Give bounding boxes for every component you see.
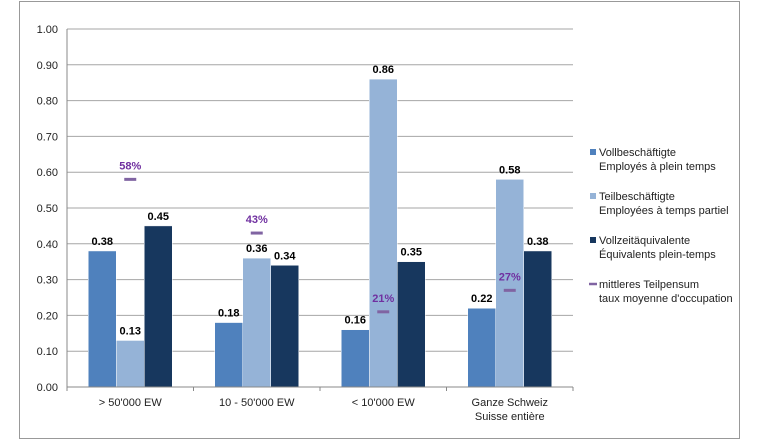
- x-tick-label: > 50'000 EW: [99, 397, 163, 409]
- data-label: 0.13: [120, 325, 141, 337]
- marker-label: 21%: [372, 293, 394, 305]
- data-label: 0.86: [373, 64, 394, 76]
- bar: [397, 261, 426, 388]
- y-axis: 0.00 0.10 0.20 0.30 0.40 0.50 0.60 0.70 0.80 0.90…: [37, 24, 68, 394]
- marker-label: 58%: [119, 160, 141, 172]
- bar: [495, 179, 524, 388]
- x-tick-label: Ganze Schweiz: [472, 397, 548, 409]
- legend-swatch: [590, 237, 596, 243]
- bar: [88, 250, 117, 388]
- y-tick-label: 0.20: [37, 310, 58, 322]
- bar: [214, 322, 243, 388]
- bar: [523, 250, 552, 388]
- bar: [369, 78, 398, 388]
- data-label: 0.38: [527, 236, 548, 248]
- marker-label: 27%: [499, 271, 521, 283]
- legend-label: Employés à plein temps: [599, 161, 716, 173]
- data-label: 0.58: [499, 164, 520, 176]
- marker-label: 43%: [246, 214, 268, 226]
- data-label: 0.38: [92, 236, 113, 248]
- legend-label: mittleres Teilpensum: [599, 279, 699, 291]
- bar: [242, 257, 271, 388]
- y-tick-label: 0.60: [37, 167, 58, 179]
- legend-label: Équivalents plein-temps: [599, 248, 716, 261]
- legend-swatch: [590, 149, 596, 155]
- y-tick-label: 0.10: [37, 346, 58, 358]
- legend-label: taux moyenne d'occupation: [599, 293, 733, 305]
- data-label: 0.35: [401, 247, 422, 259]
- legend: Vollbeschäftigte Employés à plein temps Te…: [589, 147, 733, 305]
- data-label: 0.36: [246, 243, 267, 255]
- x-tick-label: Suisse entière: [475, 411, 545, 423]
- bars: 0.38 0.13 0.45 58% 0.18 0.36 0.34 43% 0.16 0.86 0.…: [88, 64, 552, 388]
- y-tick-label: 0.50: [37, 203, 58, 215]
- legend-swatch: [590, 193, 596, 199]
- y-tick-label: 0.70: [37, 131, 58, 143]
- y-tick-label: 0.00: [37, 382, 58, 394]
- legend-label: Employées à temps partiel: [599, 205, 729, 217]
- bar: [341, 329, 370, 388]
- y-tick-label: 0.90: [37, 60, 58, 72]
- data-label: 0.34: [274, 250, 296, 262]
- y-tick-label: 1.00: [37, 24, 58, 36]
- legend-label: Vollbeschäftigte: [599, 147, 676, 159]
- data-label: 0.16: [345, 315, 366, 327]
- data-label: 0.45: [148, 211, 169, 223]
- data-label: 0.22: [471, 293, 492, 305]
- bar: [116, 340, 145, 388]
- x-axis: > 50'000 EW 10 - 50'000 EW < 10'000 EW Ganz…: [66, 386, 574, 423]
- bar: [467, 307, 496, 388]
- y-tick-label: 0.80: [37, 96, 58, 108]
- y-tick-label: 0.40: [37, 239, 58, 251]
- bar: [144, 225, 173, 388]
- x-tick-label: 10 - 50'000 EW: [219, 397, 295, 409]
- y-tick-label: 0.30: [37, 275, 58, 287]
- legend-label: Vollzeitäquivalente: [599, 235, 690, 247]
- bar: [270, 265, 299, 388]
- x-tick-label: < 10'000 EW: [352, 397, 416, 409]
- legend-label: Teilbeschäftigte: [599, 191, 675, 203]
- data-label: 0.18: [218, 308, 239, 320]
